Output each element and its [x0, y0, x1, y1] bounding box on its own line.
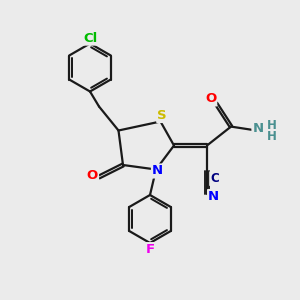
- Text: O: O: [87, 169, 98, 182]
- Text: N: N: [208, 190, 219, 203]
- Text: F: F: [146, 243, 155, 256]
- Text: N: N: [252, 122, 264, 136]
- Text: Cl: Cl: [83, 32, 97, 45]
- Text: H: H: [267, 130, 276, 143]
- Text: O: O: [205, 92, 216, 106]
- Text: S: S: [157, 109, 167, 122]
- Text: H: H: [267, 119, 276, 133]
- Text: C: C: [210, 172, 219, 185]
- Text: N: N: [152, 164, 163, 178]
